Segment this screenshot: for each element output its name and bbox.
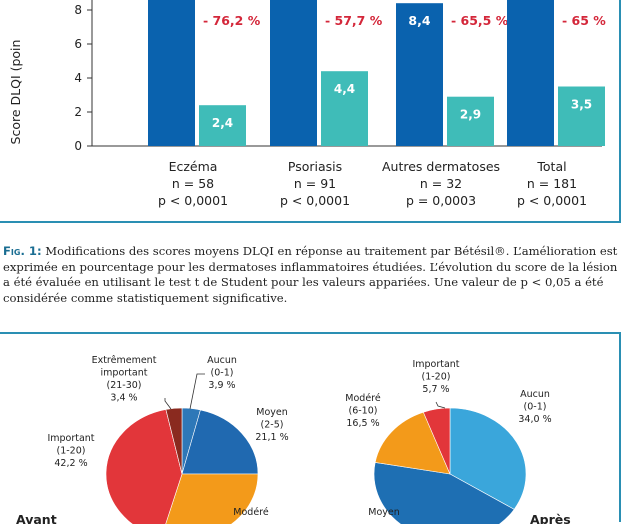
category-detail: p = 0,0003	[406, 193, 476, 208]
category-label: Autres dermatoses	[382, 159, 500, 174]
bar-before-label: 8,4	[408, 13, 430, 28]
bar-before	[507, 0, 554, 146]
pie-slice-label: Moyen	[368, 507, 400, 518]
category-detail: n = 58	[172, 176, 214, 191]
pie-avant-title: Avant	[16, 512, 57, 524]
pie-slice-label: Aucun	[520, 389, 550, 400]
pie-slice-label: (21-30)	[106, 380, 141, 391]
pie-charts: Aucun(0-1)3,9 %Moyen(2-5)21,1 %Important…	[16, 355, 571, 528]
category-detail: p < 0,0001	[280, 193, 350, 208]
bar-after	[199, 105, 246, 146]
figure-caption: Fig. 1: Modifications des scores moyens …	[3, 244, 623, 306]
pie-slice-label: (0-1)	[524, 402, 547, 413]
bar-before	[270, 0, 317, 147]
pie-slice-label: Modéré	[345, 393, 381, 404]
pie-slice-label: 16,5 %	[346, 418, 379, 429]
pie-slice-label: 34,0 %	[518, 414, 551, 425]
pie-apres-slice	[374, 411, 451, 475]
pie-avant-slice	[165, 407, 183, 475]
pie-slice-label: Moyen	[256, 407, 288, 418]
pie-chart-panel: Aucun (0-1) 3,9 % Moyen (2-5) 21,1 % Important…	[0, 332, 621, 528]
y-tick-label: 0	[74, 139, 82, 153]
caption-label: Fig. 1:	[3, 244, 42, 258]
pie-slice-label: 3,9 %	[208, 380, 235, 391]
category-detail: p < 0,0001	[517, 193, 587, 208]
leader-line	[435, 401, 446, 409]
pie-slice-label: Extrêmement	[92, 355, 157, 366]
pie-slice-label: important	[101, 368, 148, 379]
category-label: Eczéma	[169, 159, 218, 174]
pie-slice-label: 5,7 %	[422, 384, 449, 395]
bar-after	[558, 86, 605, 146]
bar-chart-panel: 0 2 4 6 8 Score DLQI (poin 2,4 - 76,2 % Eczéma n …	[0, 0, 621, 223]
y-tick-label: 6	[74, 37, 82, 51]
category-label: Psoriasis	[288, 159, 342, 174]
leader-line	[189, 373, 205, 410]
y-axis-label: Score DLQI (poin	[8, 40, 23, 145]
pie-apres-slice	[422, 407, 451, 475]
leader-line	[164, 398, 172, 410]
y-tick-label: 2	[74, 105, 82, 119]
bar-after-label: 2,9	[460, 108, 481, 122]
pie-apres-slice	[449, 407, 527, 510]
category-detail: n = 91	[294, 176, 336, 191]
pie-slice-label: (2-5)	[261, 420, 284, 431]
category-detail: n = 32	[420, 176, 462, 191]
y-tick-label: 4	[74, 71, 82, 85]
category-detail: p < 0,0001	[158, 193, 228, 208]
change-label: - 76,2 %	[203, 13, 261, 28]
pie-slice-label: (1-20)	[422, 372, 451, 383]
pie-avant-slice	[105, 409, 183, 528]
pie-slice-label: (0-1)	[211, 368, 234, 379]
change-label: - 65 %	[562, 13, 606, 28]
bar-after-label: 4,4	[334, 82, 355, 96]
category-label: Total	[536, 159, 566, 174]
pie-slice-label: Important	[412, 359, 459, 370]
pie-slice-label: Important	[47, 433, 94, 444]
pie-slice-label: 21,1 %	[255, 432, 288, 443]
category-detail: n = 181	[527, 176, 577, 191]
pie-apres-title: Après	[530, 512, 571, 524]
caption-text: Modifications des scores moyens DLQI en …	[3, 244, 618, 305]
bar-after	[321, 71, 368, 146]
bar-chart: 0 2 4 6 8 Score DLQI (poin 2,4 - 76,2 % Eczéma n …	[8, 0, 606, 208]
bar-before	[396, 3, 443, 147]
pie-slice-label: Aucun	[207, 355, 237, 366]
pie-slice-label: (1-20)	[57, 446, 86, 457]
pie-avant-slice	[181, 409, 259, 475]
change-label: - 65,5 %	[451, 13, 509, 28]
pie-slice-label: Modéré	[233, 507, 269, 518]
pie-slice-label: (6-10)	[349, 406, 378, 417]
bar-after-label: 2,4	[212, 116, 233, 130]
pie-slice-label: 3,4 %	[110, 393, 137, 404]
bar-after	[447, 96, 494, 146]
change-label: - 57,7 %	[325, 13, 383, 28]
pie-slice-label: 42,2 %	[54, 458, 87, 469]
bar-before	[148, 0, 195, 146]
y-tick-label: 8	[74, 3, 82, 17]
bar-after-label: 3,5	[571, 98, 592, 112]
